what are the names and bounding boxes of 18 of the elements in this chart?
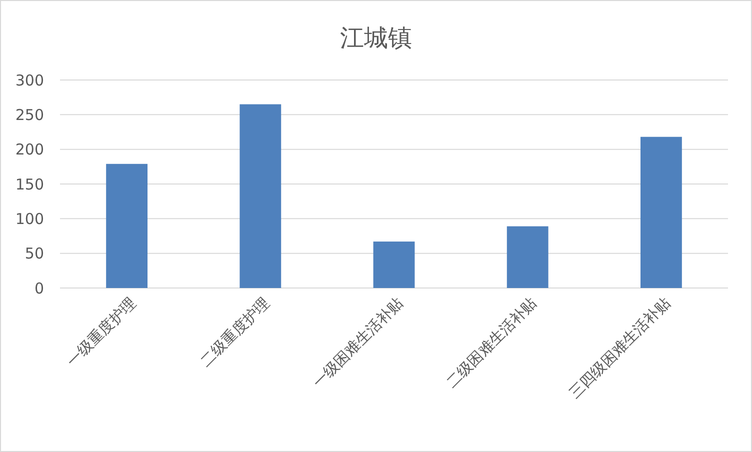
bar [106,164,148,288]
y-tick-label: 100 [15,210,44,228]
bar [506,226,548,288]
chart-title: 江城镇 [340,24,412,52]
x-tick-label: 一级困难生活补贴 [308,294,407,392]
x-tick-label: 一级重度护理 [62,294,140,370]
bar [240,104,282,288]
x-tick-label: 二级困难生活补贴 [442,294,540,392]
y-tick-label: 300 [15,71,44,90]
y-tick-label: 200 [15,140,44,159]
y-tick-label: 150 [15,175,44,194]
y-tick-label: 0 [34,279,44,298]
x-tick-label: 二级重度护理 [196,294,273,370]
y-tick-label: 50 [24,244,44,263]
bar [373,242,415,288]
bar [640,136,682,288]
y-tick-label: 250 [15,106,44,124]
x-tick-label: 三四级困难生活补贴 [566,294,674,402]
